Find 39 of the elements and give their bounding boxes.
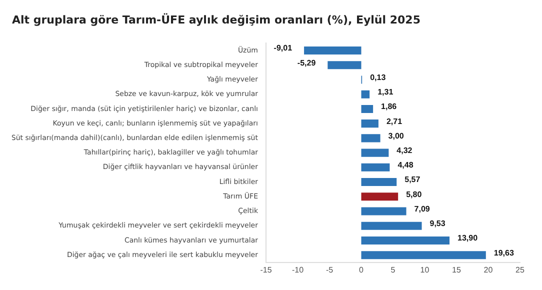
data-label: 2,71 xyxy=(386,116,403,126)
bar xyxy=(361,104,374,113)
x-tick-label: 10 xyxy=(420,265,430,274)
bar xyxy=(361,134,380,142)
data-label: 4,32 xyxy=(396,146,413,156)
data-label: 5,57 xyxy=(404,175,421,184)
x-tick-label: -5 xyxy=(326,265,334,274)
bar xyxy=(361,236,450,244)
data-label: 9,53 xyxy=(430,219,446,228)
data-label: 1,31 xyxy=(378,88,394,97)
x-tick-label: 0 xyxy=(359,265,364,274)
bar xyxy=(361,251,486,260)
data-label: -5,29 xyxy=(297,58,316,68)
data-label: 3,00 xyxy=(388,131,404,140)
x-tick-label: 15 xyxy=(452,265,462,274)
x-tick-label: 20 xyxy=(484,265,494,274)
x-tick-label: -10 xyxy=(292,265,304,274)
bar xyxy=(361,163,390,172)
bar xyxy=(361,178,397,186)
data-label: 4,48 xyxy=(398,160,414,170)
data-label: -9,01 xyxy=(274,44,293,53)
data-label: 7,09 xyxy=(414,204,430,214)
data-label: 19,63 xyxy=(494,248,514,258)
x-tick-label: 5 xyxy=(390,265,396,274)
bar xyxy=(361,207,406,216)
x-tick-label: -15 xyxy=(260,265,272,274)
data-label: 0,13 xyxy=(370,72,386,82)
bar xyxy=(361,90,370,98)
bar xyxy=(361,148,389,157)
bar xyxy=(304,46,362,55)
data-label: 13,90 xyxy=(458,234,478,243)
data-label: 1,86 xyxy=(381,102,398,112)
chart-title: Alt gruplara göre Tarım-ÜFE aylık değişim oranları (%), Eylül 2025 xyxy=(12,12,420,26)
x-tick-label: 25 xyxy=(516,265,525,274)
data-label: 5,80 xyxy=(406,190,422,199)
bar xyxy=(361,120,378,128)
bar xyxy=(361,222,422,230)
bar xyxy=(361,192,398,201)
bar xyxy=(328,61,362,70)
